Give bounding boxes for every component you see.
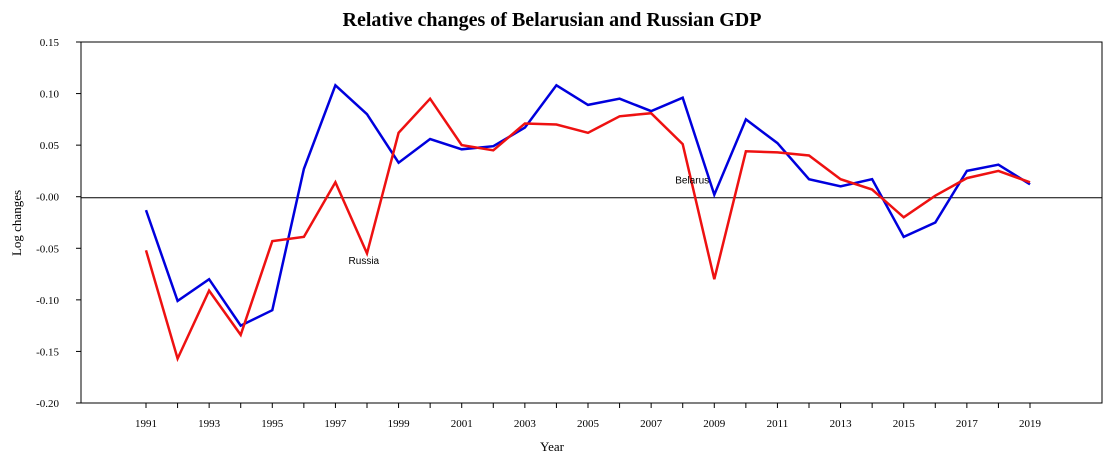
y-tick-label: -0.05 xyxy=(36,243,59,255)
chart-title: Relative changes of Belarusian and Russi… xyxy=(343,9,762,31)
y-tick-label: 0.05 xyxy=(40,140,60,152)
x-tick-label: 1991 xyxy=(135,418,157,430)
x-tick-label: 2011 xyxy=(767,418,789,430)
y-axis-label: Log changes xyxy=(9,190,24,256)
x-tick-label: 2005 xyxy=(577,418,600,430)
x-tick-label: 2015 xyxy=(893,418,916,430)
y-tick-label: -0.10 xyxy=(36,295,59,307)
x-tick-label: 2007 xyxy=(640,418,663,430)
plot-frame xyxy=(80,41,1103,404)
x-tick-label: 2013 xyxy=(830,418,853,430)
annotation-label: Belarus xyxy=(675,175,709,186)
x-tick-label: 2017 xyxy=(956,418,979,430)
y-tick-label: -0.15 xyxy=(36,346,59,358)
x-tick-label: 1993 xyxy=(198,418,221,430)
y-tick-label: -0.00 xyxy=(36,192,59,204)
y-tick-label: 0.15 xyxy=(40,37,60,49)
y-axis: 0.15 0.10 0.05 -0.00 -0.05 -0.10 -0.15 -0.20 xyxy=(36,37,81,410)
series-group xyxy=(144,83,1031,363)
x-axis: 1991 1993 1995 1997 1999 2001 2003 2005 2007 2009… xyxy=(135,403,1042,430)
x-tick-label: 1997 xyxy=(324,418,347,430)
y-tick-label: -0.20 xyxy=(36,398,59,410)
x-tick-label: 2019 xyxy=(1019,418,1042,430)
x-tick-label: 1995 xyxy=(261,418,284,430)
x-tick-label: 1999 xyxy=(388,418,411,430)
y-tick-label: 0.10 xyxy=(40,89,60,101)
x-axis-label: Year xyxy=(540,439,565,454)
x-tick-label: 2003 xyxy=(514,418,537,430)
annotation-label: Russia xyxy=(349,256,380,267)
x-tick-label: 2009 xyxy=(703,418,726,430)
series-line-0 xyxy=(144,83,1031,328)
series-line-1 xyxy=(144,96,1031,363)
annotation-group: Belarus Russia xyxy=(349,175,710,266)
x-tick-label: 2001 xyxy=(451,418,473,430)
